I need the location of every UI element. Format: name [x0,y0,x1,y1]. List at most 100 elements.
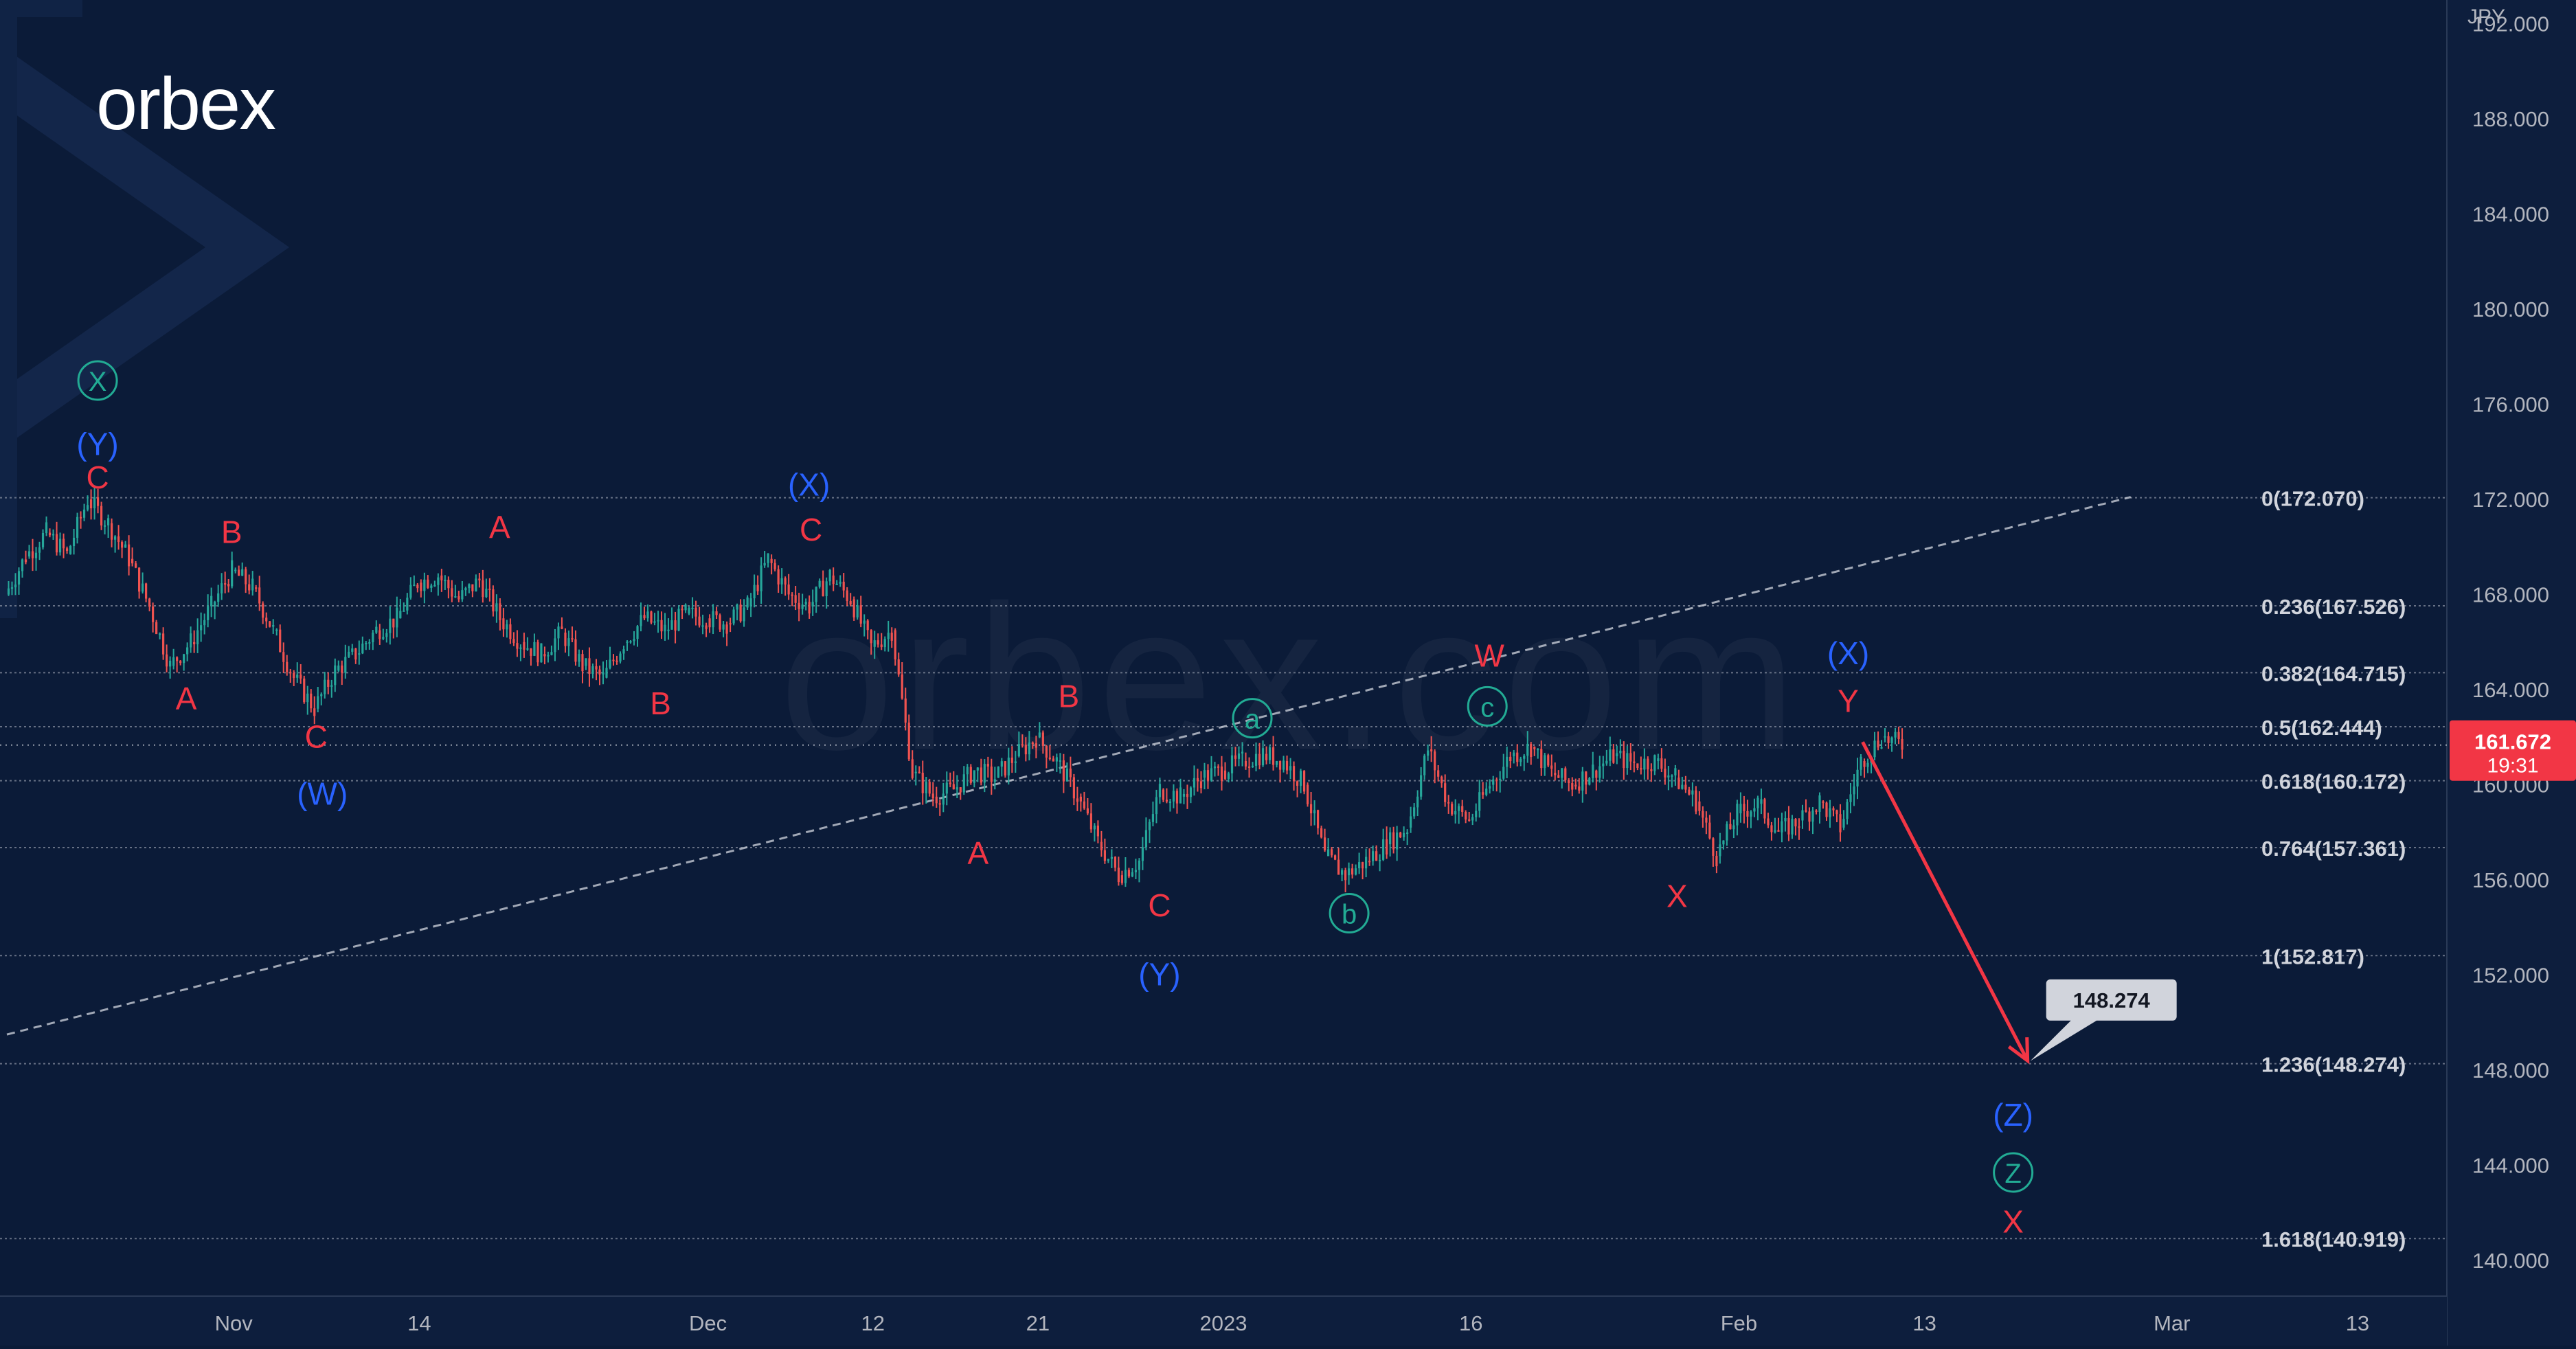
candle-body [76,517,79,538]
candle-body [1379,859,1381,861]
candle-body [1647,758,1649,770]
candle-body [852,599,855,617]
candle-body [863,620,866,624]
candle-body [1880,747,1883,749]
candle-body [103,525,106,527]
candle-body [1753,808,1756,812]
candle-body [1062,760,1065,782]
candle-body [1671,775,1673,777]
candle-body [1120,875,1124,883]
candle-body [245,569,247,585]
candle-body [681,609,683,611]
wave-label: W [1475,638,1505,674]
candle-body [1017,744,1020,757]
candle-body [1440,776,1443,784]
candle-body [918,771,920,773]
dashed-trendline [6,496,2132,1036]
price-tick-label: 168.000 [2472,583,2549,607]
time-tick-label: Feb [1721,1311,1757,1335]
candle-body [1065,768,1068,782]
candle-body [701,625,704,627]
candle-body [138,567,141,592]
watermark-text: orbex.com [780,562,1804,793]
candle-body [866,620,869,631]
candle-body [1640,768,1642,770]
candle-body [1616,753,1618,757]
candle-body [1434,751,1436,771]
candle-body [907,723,910,760]
wave-label-circle [1993,1152,2034,1193]
candle-body [1485,789,1488,795]
candle-body [1890,737,1893,743]
candle-body [801,604,804,609]
candle-body [265,617,268,622]
candle-body [1784,817,1787,821]
candle-body [1571,783,1574,790]
candle-body [234,569,237,571]
time-scale-panel [0,1296,2447,1346]
candle-body [729,623,732,625]
candle-body [293,673,295,679]
candle-body [880,644,883,648]
projection-overlays [1861,741,2030,1065]
candle-body [1344,870,1347,881]
candle-body [1386,839,1388,855]
candle-body [581,654,584,672]
candle-body [320,694,323,696]
candle-body [1326,849,1330,857]
candle-body [523,642,526,650]
price-tick-label: 152.000 [2472,964,2549,988]
candle-body [420,582,422,591]
wave-label-circle [1467,685,1508,727]
candle-body [1158,784,1162,797]
candle-body [770,558,773,563]
wave-label: c [1480,692,1494,723]
candle-body [296,674,299,678]
candle-body [1774,830,1776,832]
price-tick-label: 192.000 [2472,12,2549,36]
candle-body [1206,770,1210,781]
candle-body [1849,794,1852,802]
candle-body [1726,824,1728,841]
candle-body [1237,753,1241,759]
candle-body [1509,756,1512,762]
candle-body [1664,769,1667,778]
candle-body [468,584,471,589]
candle-body [55,534,58,553]
candle-body [931,793,934,799]
candle-body [93,497,96,509]
candle-body [227,584,230,587]
candle-body [69,546,72,554]
candle-body [506,624,508,630]
candle-body [52,534,55,536]
candle-body [403,610,405,612]
candle-body [248,584,251,591]
candle-body [973,770,975,783]
candle-body [636,626,639,639]
candle-body [1592,764,1594,778]
background-chevron-shape [0,45,290,450]
candle-body [1695,790,1697,812]
candle-body [310,693,313,709]
price-scale-panel [2447,0,2576,1346]
candle-body [427,579,429,588]
candle-body [512,639,515,644]
candle-body [207,606,210,620]
candle-body [1461,806,1464,812]
wave-label-circle [1329,893,1370,934]
fib-level-label: 1.618(140.919) [2261,1227,2406,1251]
candle-body [269,621,271,627]
wave-label: a [1245,705,1261,735]
candle-body [27,551,31,557]
candle-body [767,553,769,563]
time-axis: Nov 14 Dec 12 21 2023 16 Feb 13 Mar 13 [215,1311,2370,1335]
candle-body [303,678,306,703]
candle-body [1653,755,1656,771]
candle-body [1581,771,1584,791]
candle-body [1873,740,1876,758]
candle-body [691,607,694,609]
candle-body [986,764,989,767]
candle-body [1230,755,1234,773]
